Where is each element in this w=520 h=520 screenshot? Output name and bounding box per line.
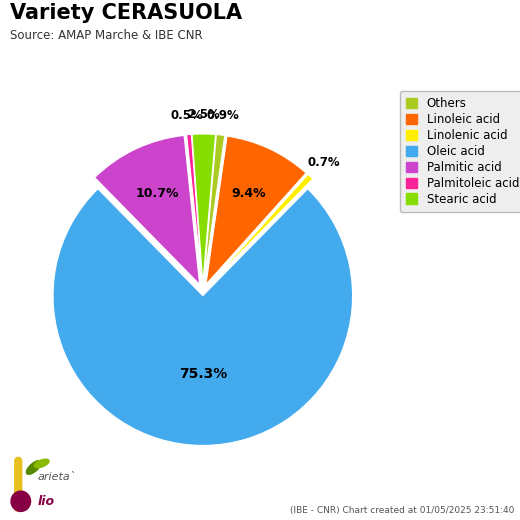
Wedge shape bbox=[192, 134, 215, 284]
Text: 75.3%: 75.3% bbox=[179, 367, 227, 381]
Wedge shape bbox=[187, 134, 202, 284]
Text: 0.5%: 0.5% bbox=[171, 109, 204, 122]
Wedge shape bbox=[204, 135, 225, 284]
Text: 10.7%: 10.7% bbox=[135, 187, 179, 200]
Ellipse shape bbox=[34, 459, 49, 467]
Legend: Others, Linoleic acid, Linolenic acid, Oleic acid, Palmitic acid, Palmitoleic ac: Others, Linoleic acid, Linolenic acid, O… bbox=[400, 91, 520, 212]
Ellipse shape bbox=[11, 491, 31, 512]
Text: Source: AMAP Marche & IBE CNR: Source: AMAP Marche & IBE CNR bbox=[10, 29, 203, 42]
Wedge shape bbox=[208, 174, 313, 286]
Text: arieta`: arieta` bbox=[38, 472, 76, 482]
Wedge shape bbox=[206, 136, 306, 284]
Text: 0.9%: 0.9% bbox=[206, 109, 239, 122]
Ellipse shape bbox=[27, 461, 41, 474]
Text: 9.4%: 9.4% bbox=[231, 187, 266, 200]
Text: Variety CERASUOLA: Variety CERASUOLA bbox=[10, 3, 242, 22]
Text: 0.7%: 0.7% bbox=[307, 156, 340, 169]
Text: 2.5%: 2.5% bbox=[188, 108, 220, 121]
Text: (IBE - CNR) Chart created at 01/05/2025 23:51:40: (IBE - CNR) Chart created at 01/05/2025 … bbox=[291, 506, 515, 515]
Wedge shape bbox=[95, 136, 200, 284]
Text: lio: lio bbox=[38, 495, 55, 508]
Wedge shape bbox=[53, 189, 353, 446]
